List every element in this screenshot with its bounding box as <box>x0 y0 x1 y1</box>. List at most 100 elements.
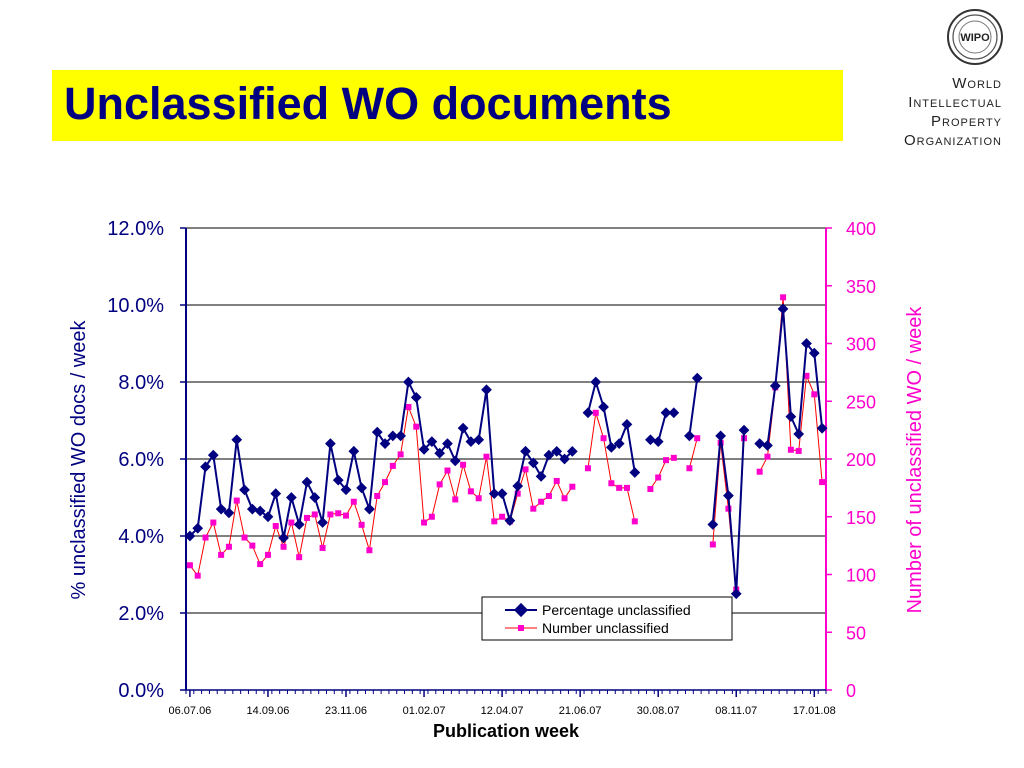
number-point <box>272 522 279 529</box>
number-point <box>530 505 537 512</box>
percentage-point <box>348 445 360 457</box>
percentage-point <box>231 434 243 446</box>
percentage-point <box>652 436 664 448</box>
percentage-point <box>762 440 773 451</box>
percentage-point <box>410 392 422 403</box>
percentage-point <box>270 488 282 499</box>
number-point <box>343 512 349 519</box>
percentage-point <box>465 436 477 448</box>
legend-label-number: Number unclassified <box>542 620 669 636</box>
percentage-point <box>246 503 258 515</box>
number-point <box>686 465 693 472</box>
x-tick-label: 08.11.07 <box>715 705 757 717</box>
number-point <box>327 511 334 518</box>
legend: Percentage unclassified Number unclassif… <box>481 596 733 641</box>
number-point <box>288 519 295 526</box>
y-right-tick-label: 350 <box>846 277 876 297</box>
number-point <box>655 474 662 481</box>
percentage-point <box>785 411 797 422</box>
number-point <box>811 391 818 398</box>
percentage-point <box>488 488 500 500</box>
number-point <box>631 518 638 525</box>
number-point <box>694 435 701 442</box>
number-point <box>249 542 256 549</box>
x-tick-label: 30.08.07 <box>637 705 680 717</box>
wipo-logo-icon: WIPO <box>947 9 1003 65</box>
org-line-3: Property <box>931 113 1002 130</box>
number-point <box>780 294 787 301</box>
x-axis-title: Publication week <box>433 721 580 741</box>
percentage-point <box>481 384 492 396</box>
series-line <box>759 307 824 447</box>
number-point <box>623 484 630 491</box>
number-point <box>663 457 669 464</box>
percentage-point <box>543 449 555 461</box>
number-point <box>592 409 599 416</box>
number-point <box>709 541 716 548</box>
percentage-point <box>520 445 531 457</box>
y-right-tick-label: 100 <box>846 566 876 586</box>
legend-marker-percentage <box>513 602 529 618</box>
number-point <box>483 453 490 460</box>
percentage-point <box>387 430 399 442</box>
percentage-point <box>449 455 461 467</box>
number-point <box>460 461 467 468</box>
number-point <box>600 435 607 442</box>
percentage-point <box>403 376 414 388</box>
number-point <box>499 513 506 520</box>
number-point <box>756 468 763 475</box>
x-tick-label: 23.11.06 <box>325 705 367 717</box>
y-left-tick-label: 6.0% <box>118 449 164 471</box>
number-point <box>194 572 201 579</box>
number-point <box>421 519 428 526</box>
percentage-point <box>684 430 695 442</box>
org-line-1: World <box>952 75 1002 92</box>
legend-label-percentage: Percentage unclassified <box>542 602 691 618</box>
number-point <box>264 551 271 558</box>
y-left-tick-label: 0.0% <box>118 680 164 702</box>
percentage-point <box>715 430 726 442</box>
y-axis-right-title: Number of unclassified WO / week <box>904 306 926 614</box>
number-point <box>670 454 677 461</box>
number-point <box>428 513 435 520</box>
number-point <box>319 544 326 551</box>
percentage-point <box>660 407 672 419</box>
number-point <box>397 451 404 458</box>
percentage-point <box>527 457 539 469</box>
number-point <box>803 372 810 379</box>
number-point <box>382 479 389 486</box>
number-point <box>616 484 623 491</box>
number-point <box>452 496 459 503</box>
y-right-tick-label: 400 <box>846 219 876 239</box>
percentage-point <box>317 517 328 528</box>
percentage-point <box>309 492 321 503</box>
percentage-point <box>395 430 406 442</box>
number-point <box>374 492 381 499</box>
x-tick-label: 12.04.07 <box>481 705 524 717</box>
number-point <box>787 446 794 453</box>
y-right-tick-label: 300 <box>846 335 876 355</box>
percentage-point <box>668 407 680 419</box>
y-right-tick-label: 200 <box>846 450 876 470</box>
series <box>184 294 828 600</box>
number-point <box>311 511 318 518</box>
number-point <box>296 554 303 561</box>
page-title: Unclassified WO documents <box>64 78 672 129</box>
number-point <box>233 497 240 504</box>
org-line-4: Organization <box>903 132 1002 149</box>
percentage-point <box>551 445 563 457</box>
number-point <box>202 534 209 541</box>
percentage-point <box>215 503 227 515</box>
percentage-point <box>754 438 766 449</box>
x-tick-label: 01.02.07 <box>403 705 446 717</box>
y-left-tick-label: 4.0% <box>118 526 164 548</box>
y-left-tick-label: 12.0% <box>107 218 164 240</box>
number-point <box>608 480 615 487</box>
number-point <box>413 423 420 430</box>
percentage-point <box>473 434 485 446</box>
percentage-point <box>801 338 812 349</box>
percentage-point <box>364 503 375 515</box>
percentage-point <box>356 482 367 494</box>
y-right-tick-label: 150 <box>846 508 876 528</box>
